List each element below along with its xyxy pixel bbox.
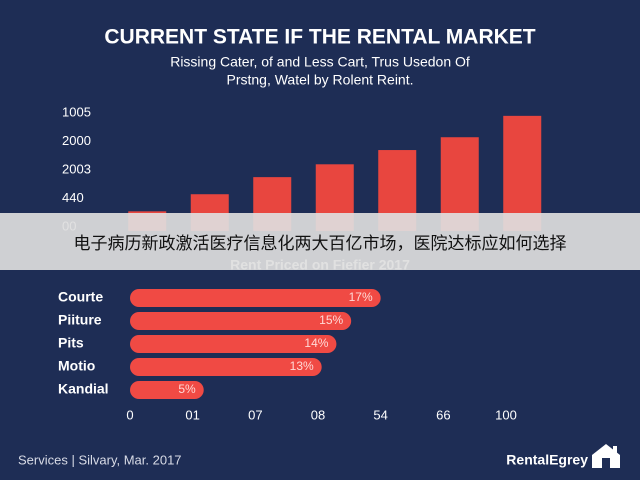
bar (130, 335, 337, 353)
bar (130, 381, 204, 399)
y-tick-label: 1005 (62, 104, 91, 119)
bar (130, 312, 352, 330)
chart-subtitle: Rissing Cater, of and Less Cart, Trus Us… (170, 54, 470, 70)
brand-icon (592, 444, 620, 468)
category-label: Piiture (58, 312, 102, 328)
value-label: 5% (178, 382, 196, 396)
bar (130, 358, 322, 376)
x-tick-label: 54 (373, 407, 387, 422)
category-label: Pits (58, 335, 84, 351)
x-tick-label: 07 (248, 407, 262, 422)
value-label: 15% (319, 313, 343, 327)
y-tick-label: 2003 (62, 161, 91, 176)
chart-subtitle: Prstng, Watel by Rolent Reint. (226, 72, 413, 88)
value-label: 17% (349, 290, 373, 304)
category-label: Kandial (58, 381, 109, 397)
y-tick-label: 440 (62, 190, 84, 205)
value-label: 13% (290, 359, 314, 373)
x-tick-label: 08 (311, 407, 325, 422)
chart-title: CURRENT STATE IF THE RENTAL MARKET (104, 26, 535, 49)
bar (503, 115, 542, 231)
overlay-banner: 电子病历新政激活医疗信息化两大百亿市场，医院达标应如何选择 (0, 213, 640, 270)
x-tick-label: 66 (436, 407, 450, 422)
category-label: Courte (58, 289, 103, 305)
footer-source: Services | Silvary, Mar. 2017 (18, 452, 182, 467)
x-tick-label: 100 (495, 407, 517, 422)
x-tick-label: 0 (126, 407, 133, 422)
footer-brand: RentalEgrey (506, 452, 588, 468)
bar (130, 289, 381, 307)
x-tick-label: 01 (185, 407, 199, 422)
category-label: Motio (58, 358, 95, 374)
value-label: 14% (304, 336, 328, 350)
y-tick-label: 2000 (62, 133, 91, 148)
